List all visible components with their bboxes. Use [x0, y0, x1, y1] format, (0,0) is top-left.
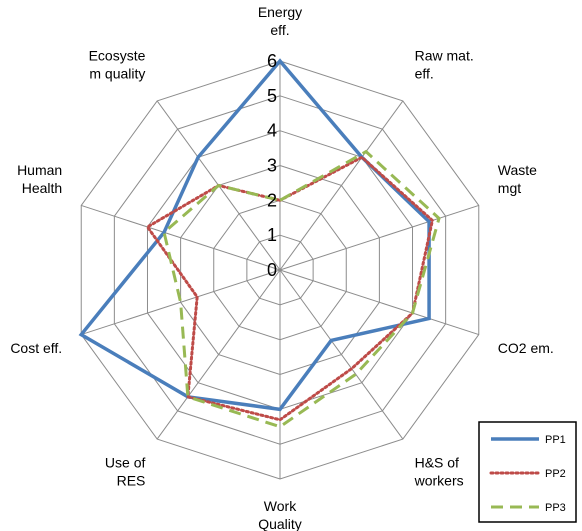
- axis-label-line: Work: [264, 498, 297, 514]
- axis-label-line: Waste: [498, 162, 537, 178]
- series-line-pp1: [78, 58, 431, 412]
- axis-label: Use of RES: [105, 454, 146, 488]
- tick-label: 5: [267, 86, 277, 106]
- tick-label: 2: [267, 190, 277, 210]
- radar-axis-labels: Energy eff. Raw mat. eff. Waste mgt CO2 em. H&S…: [10, 4, 553, 531]
- axis-spoke: [279, 269, 404, 440]
- axis-spoke: [156, 269, 281, 440]
- tick-label: 1: [267, 225, 277, 245]
- series-line-pp2: [145, 155, 435, 422]
- axis-label-line: Use of: [105, 454, 146, 470]
- axis-label-line: Health: [22, 180, 62, 196]
- axis-label-line: Cost eff.: [10, 340, 62, 356]
- axis-spoke: [81, 269, 281, 336]
- legend-label: PP3: [545, 502, 566, 514]
- axis-spoke: [279, 269, 479, 336]
- axis-label: Work Quality: [258, 498, 302, 531]
- axis-label-line: Raw mat.: [415, 48, 474, 64]
- axis-label-line: eff.: [415, 66, 434, 82]
- radar-series: [78, 58, 441, 429]
- axis-label: CO2 em.: [498, 340, 554, 356]
- tick-label: 6: [267, 51, 277, 71]
- radar-tick-labels: 0 1 2 3 4 5 6: [267, 51, 277, 280]
- axis-label: Raw mat. eff.: [415, 48, 474, 82]
- axis-label-line: workers: [414, 472, 464, 488]
- axis-label-line: CO2 em.: [498, 340, 554, 356]
- axis-label: Waste mgt: [498, 162, 537, 196]
- tick-label: 0: [267, 260, 277, 280]
- tick-label: 4: [267, 121, 277, 141]
- legend-label: PP1: [545, 434, 566, 446]
- axis-label-line: RES: [117, 472, 146, 488]
- axis-label-line: Human: [17, 162, 62, 178]
- axis-label-line: Quality: [258, 516, 302, 531]
- axis-label-line: H&S of: [415, 454, 459, 470]
- legend-label: PP2: [545, 468, 566, 480]
- axis-label: Energy eff.: [258, 4, 302, 38]
- legend: PP1 PP2 PP3: [478, 421, 577, 523]
- axis-label: Ecosyste m quality: [89, 48, 146, 82]
- axis-label: Cost eff.: [10, 340, 62, 356]
- axis-label-line: m quality: [89, 66, 145, 82]
- axis-label: Human Health: [17, 162, 62, 196]
- radar-axes: [81, 61, 479, 479]
- axis-label-line: Energy: [258, 4, 302, 20]
- tick-label: 3: [267, 156, 277, 176]
- axis-spoke: [81, 204, 281, 271]
- axis-label-line: mgt: [498, 180, 521, 196]
- axis-label: H&S of workers: [414, 454, 464, 488]
- axis-label-line: eff.: [270, 22, 289, 38]
- axis-label-line: Ecosyste: [89, 48, 146, 64]
- axis-spoke: [279, 100, 404, 271]
- axis-spoke: [279, 204, 479, 271]
